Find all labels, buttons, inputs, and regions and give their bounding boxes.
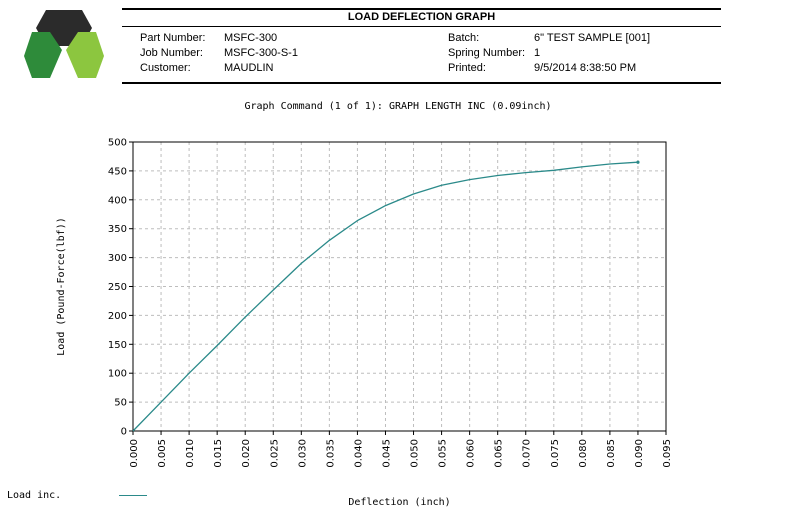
axis-ticks: 0.000 0.005 0.010 0.015 0.020 0.025 0.030 0.035…: [108, 138, 673, 468]
report-title: LOAD DEFLECTION GRAPH: [122, 10, 721, 27]
y-tick-label: 150: [108, 340, 127, 351]
y-tick-label: 0: [121, 427, 127, 438]
logo-left-hexagon: [24, 32, 62, 78]
x-tick-label: 0.000: [129, 439, 140, 468]
spring-number-value: 1: [534, 47, 541, 59]
y-tick-label: 300: [108, 253, 127, 264]
batch-label: Batch:: [448, 32, 480, 44]
company-logo: [24, 10, 104, 78]
x-tick-label: 0.080: [578, 439, 589, 468]
y-tick-label: 250: [108, 282, 127, 293]
y-tick-label: 50: [114, 398, 127, 409]
x-tick-label: 0.040: [353, 439, 364, 468]
series-end-point: [636, 160, 640, 164]
series-line-load: [132, 161, 638, 432]
spring-number-label: Spring Number:: [448, 47, 526, 59]
y-tick-label: 100: [108, 369, 127, 380]
job-number-value: MSFC-300-S-1: [224, 47, 298, 59]
y-tick-label: 500: [108, 138, 127, 149]
job-number-label: Job Number:: [140, 47, 203, 59]
logo-right-hexagon: [66, 32, 104, 78]
legend-label: Load inc.: [7, 490, 62, 501]
x-tick-label: 0.095: [662, 439, 673, 468]
x-tick-label: 0.030: [297, 439, 308, 468]
x-tick-label: 0.005: [157, 439, 168, 468]
x-tick-label: 0.070: [522, 439, 533, 468]
y-tick-label: 400: [108, 195, 127, 206]
x-tick-label: 0.025: [269, 439, 280, 468]
chart-grid: [132, 141, 667, 432]
x-tick-label: 0.060: [466, 439, 477, 468]
y-tick-label: 200: [108, 311, 127, 322]
y-axis-label: Load (Pound-Force(lbf)): [56, 217, 67, 355]
y-tick-label: 450: [108, 166, 127, 177]
printed-value: 9/5/2014 8:38:50 PM: [534, 62, 637, 74]
x-tick-label: 0.085: [606, 439, 617, 468]
x-tick-label: 0.045: [381, 439, 392, 468]
series-layer: [132, 160, 640, 432]
x-tick-label: 0.090: [634, 439, 645, 468]
report-header: LOAD DEFLECTION GRAPH Part Number: MSFC-…: [122, 8, 721, 84]
part-number-label: Part Number:: [140, 32, 206, 44]
x-tick-label: 0.055: [438, 439, 449, 468]
customer-value: MAUDLIN: [224, 62, 274, 74]
x-tick-label: 0.020: [241, 439, 252, 468]
part-number-value: MSFC-300: [224, 32, 278, 44]
x-tick-label: 0.050: [410, 439, 421, 468]
printed-label: Printed:: [448, 62, 486, 74]
y-tick-label: 350: [108, 224, 127, 235]
batch-value: 6" TEST SAMPLE [001]: [534, 32, 650, 44]
x-tick-label: 0.035: [325, 439, 336, 468]
customer-label: Customer:: [140, 62, 191, 74]
x-axis-label: Deflection (inch): [348, 497, 450, 508]
x-tick-label: 0.075: [550, 439, 561, 468]
x-tick-label: 0.010: [185, 439, 196, 468]
x-tick-label: 0.015: [213, 439, 224, 468]
x-tick-label: 0.065: [494, 439, 505, 468]
legend-swatch: [119, 495, 147, 496]
chart-title: Graph Command (1 of 1): GRAPH LENGTH INC…: [244, 101, 552, 112]
